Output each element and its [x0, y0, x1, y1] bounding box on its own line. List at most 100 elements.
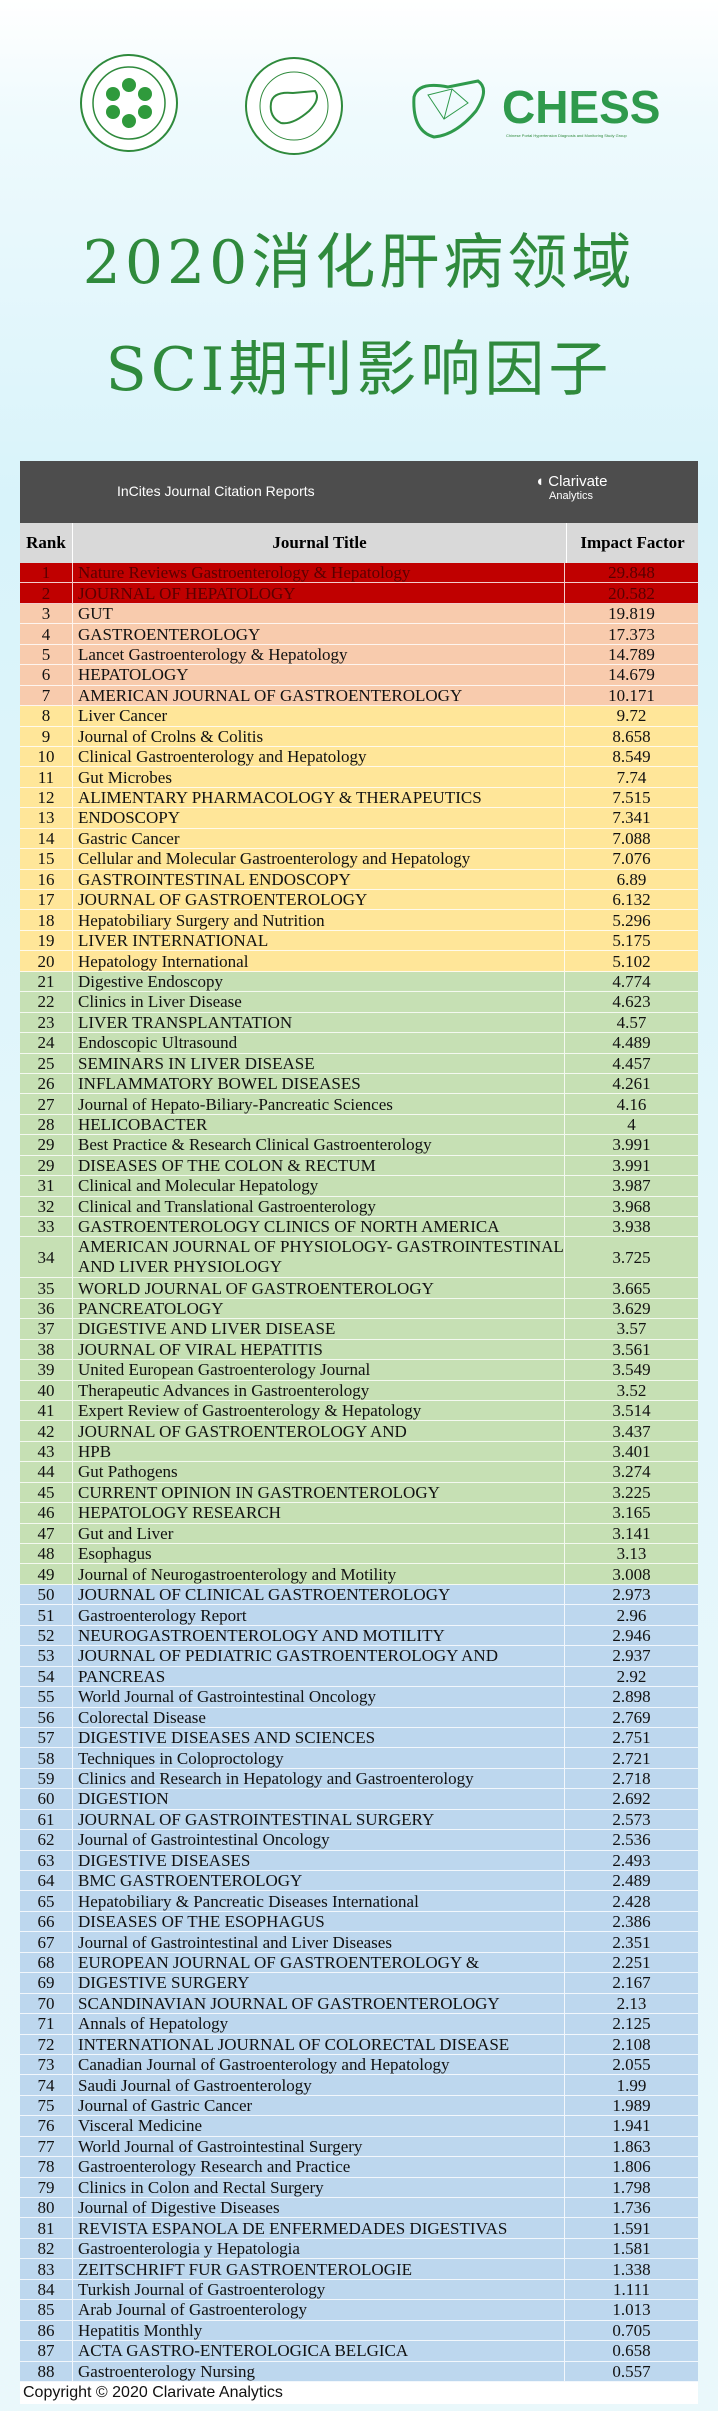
- table-row: 50 JOURNAL OF CLINICAL GASTROENTEROLOGY 2.…: [20, 1584, 698, 1606]
- table-row: 10 Clinical Gastroenterology and Hepatolo…: [20, 746, 698, 768]
- chess-logo: CHESS Chinese Portal Hypertension Diagno…: [412, 79, 660, 139]
- journal-title-cell: INFLAMMATORY BOWEL DISEASES: [72, 1073, 565, 1094]
- table-row: 56 Colorectal Disease 2.769: [20, 1707, 698, 1728]
- rank-cell: 23: [37, 1012, 55, 1032]
- journal-title-cell: JOURNAL OF GASTROENTEROLOGY: [72, 890, 565, 910]
- table-row: 47 Gut and Liver 3.141: [20, 1523, 698, 1545]
- rank-cell: 87: [37, 2341, 55, 2361]
- rank-cell: 20: [37, 951, 55, 971]
- rank-cell: 11: [37, 767, 55, 787]
- page-title-line1: 2020消化肝病领域: [82, 228, 636, 298]
- rank-cell: 1: [41, 563, 51, 583]
- impact-factor-cell: 17.373: [608, 624, 655, 644]
- table-row: 65 Hepatobiliary & Pancreatic Diseases In…: [20, 1891, 698, 1912]
- table-row: 70 SCANDINAVIAN JOURNAL OF GASTROENTEROLO…: [20, 1993, 698, 2015]
- rank-cell: 3: [41, 604, 51, 624]
- rank-cell: 21: [37, 971, 55, 991]
- impact-factor-cell: 7.088: [612, 828, 651, 848]
- journal-title-cell: Journal of Gastric Cancer: [72, 2095, 565, 2116]
- rank-cell: 15: [37, 849, 55, 869]
- rank-cell: 62: [37, 1830, 55, 1850]
- rank-cell: 55: [37, 1687, 55, 1707]
- journal-title-cell: Clinics in Liver Disease: [72, 992, 565, 1012]
- table-row: 29 DISEASES OF THE COLON & RECTUM 3.991: [20, 1155, 698, 1177]
- impact-factor-cell: 3.938: [612, 1217, 651, 1237]
- table-row: 26 INFLAMMATORY BOWEL DISEASES 4.261: [20, 1073, 698, 1095]
- table-row: 4 GASTROENTEROLOGY 17.373: [20, 624, 698, 645]
- rank-cell: 67: [37, 1932, 55, 1952]
- rank-cell: 47: [37, 1523, 55, 1543]
- journal-title-cell: LIVER INTERNATIONAL: [72, 930, 565, 951]
- rank-cell: 69: [37, 1973, 55, 1993]
- impact-factor-cell: 2.692: [612, 1789, 651, 1809]
- impact-factor-cell: 3.987: [612, 1176, 651, 1196]
- journal-title-cell: HPB: [72, 1441, 565, 1462]
- journal-title-cell: Journal of Neurogastroenterology and Mot…: [72, 1564, 565, 1584]
- journal-title-cell: WORLD JOURNAL OF GASTROENTEROLOGY: [72, 1278, 565, 1298]
- table-row: 3 GUT 19.819: [20, 603, 698, 625]
- impact-factor-cell: 3.665: [612, 1278, 651, 1298]
- journal-title-cell: ZEITSCHRIFT FUR GASTROENTEROLOGIE: [72, 2259, 565, 2279]
- impact-factor-cell: 2.125: [612, 2014, 651, 2034]
- rank-cell: 61: [37, 1809, 55, 1829]
- table-row: 68 EUROPEAN JOURNAL OF GASTROENTEROLOGY &…: [20, 1952, 698, 1974]
- table-row: 67 Journal of Gastrointestinal and Liver …: [20, 1932, 698, 1953]
- impact-factor-cell: 4: [627, 1115, 636, 1135]
- impact-factor-cell: 14.679: [608, 665, 655, 685]
- table-row: 12 ALIMENTARY PHARMACOLOGY & THERAPEUTICS…: [20, 787, 698, 809]
- rank-cell: 6: [41, 665, 51, 685]
- journal-title-cell: GUT: [72, 603, 565, 624]
- impact-factor-cell: 3.725: [612, 1247, 651, 1267]
- journal-title-cell: Clinics and Research in Hepatology and G…: [72, 1768, 565, 1789]
- impact-factor-cell: 14.789: [608, 644, 655, 664]
- table-row: 18 Hepatobiliary Surgery and Nutrition 5.2…: [20, 910, 698, 931]
- journal-title-cell: Journal of Crolns & Colitis: [72, 726, 565, 746]
- rank-cell: 19: [37, 931, 55, 951]
- journal-title-cell: Hepatology International: [72, 951, 565, 971]
- table-row: 34 AMERICAN JOURNAL OF PHYSIOLOGY- GASTRO…: [20, 1237, 698, 1279]
- journal-title-cell: United European Gastroenterology Journal: [72, 1360, 565, 1380]
- impact-factor-cell: 3.225: [612, 1482, 651, 1502]
- journal-title-cell: HELICOBACTER: [72, 1114, 565, 1135]
- impact-factor-cell: 9.72: [616, 706, 647, 726]
- journal-title-cell: Lancet Gastroenterology & Hepatology: [72, 644, 565, 665]
- impact-factor-cell: 3.991: [612, 1135, 651, 1155]
- table-row: 52 NEUROGASTROENTEROLOGY AND MOTILITY 2.94…: [20, 1625, 698, 1647]
- impact-factor-cell: 3.52: [616, 1380, 647, 1400]
- journal-title-cell: Expert Review of Gastroenterology & Hepa…: [72, 1400, 565, 1421]
- impact-factor-cell: 1.863: [612, 2136, 651, 2156]
- rank-cell: 83: [37, 2259, 55, 2279]
- journal-title-cell: DIGESTIVE DISEASES AND SCIENCES: [72, 1727, 565, 1748]
- impact-factor-cell: 1.581: [612, 2239, 651, 2259]
- table-row: 77 World Journal of Gastrointestinal Surg…: [20, 2136, 698, 2158]
- table-row: 51 Gastroenterology Report 2.96: [20, 1605, 698, 1626]
- rank-cell: 82: [37, 2239, 55, 2259]
- impact-factor-cell: 2.489: [612, 1871, 651, 1891]
- rank-cell: 65: [37, 1891, 55, 1911]
- impact-factor-cell: 3.629: [612, 1298, 651, 1318]
- table-row: 42 JOURNAL OF GASTROENTEROLOGY AND 3.437: [20, 1421, 698, 1442]
- impact-factor-cell: 7.076: [612, 849, 651, 869]
- rank-cell: 39: [37, 1360, 55, 1380]
- table-row: 76 Visceral Medicine 1.941: [20, 2116, 698, 2137]
- impact-factor-cell: 3.008: [612, 1564, 651, 1584]
- rank-cell: 17: [37, 890, 55, 910]
- journal-title-cell: Techniques in Coloproctology: [72, 1748, 565, 1768]
- journal-title-cell: JOURNAL OF GASTROENTEROLOGY AND: [72, 1421, 565, 1441]
- journal-title-cell: AMERICAN JOURNAL OF PHYSIOLOGY- GASTROIN…: [72, 1237, 565, 1278]
- impact-factor-cell: 6.132: [612, 890, 651, 910]
- rank-cell: 88: [37, 2361, 55, 2381]
- journal-title-cell: Journal of Gastrointestinal and Liver Di…: [72, 1932, 565, 1952]
- journal-title-cell: Visceral Medicine: [72, 2116, 565, 2136]
- impact-factor-cell: 4.457: [612, 1053, 651, 1073]
- rank-cell: 74: [37, 2075, 55, 2095]
- rank-cell: 60: [37, 1789, 55, 1809]
- rank-cell: 57: [37, 1728, 55, 1748]
- impact-factor-cell: 3.13: [616, 1544, 647, 1564]
- journal-title-cell: ALIMENTARY PHARMACOLOGY & THERAPEUTICS: [72, 787, 565, 808]
- table-row: 19 LIVER INTERNATIONAL 5.175: [20, 930, 698, 952]
- journal-title-cell: Gut and Liver: [72, 1523, 565, 1544]
- rank-cell: 29: [37, 1155, 55, 1175]
- impact-factor-cell: 2.536: [612, 1830, 651, 1850]
- table-row: 9 Journal of Crolns & Colitis 8.658: [20, 726, 698, 747]
